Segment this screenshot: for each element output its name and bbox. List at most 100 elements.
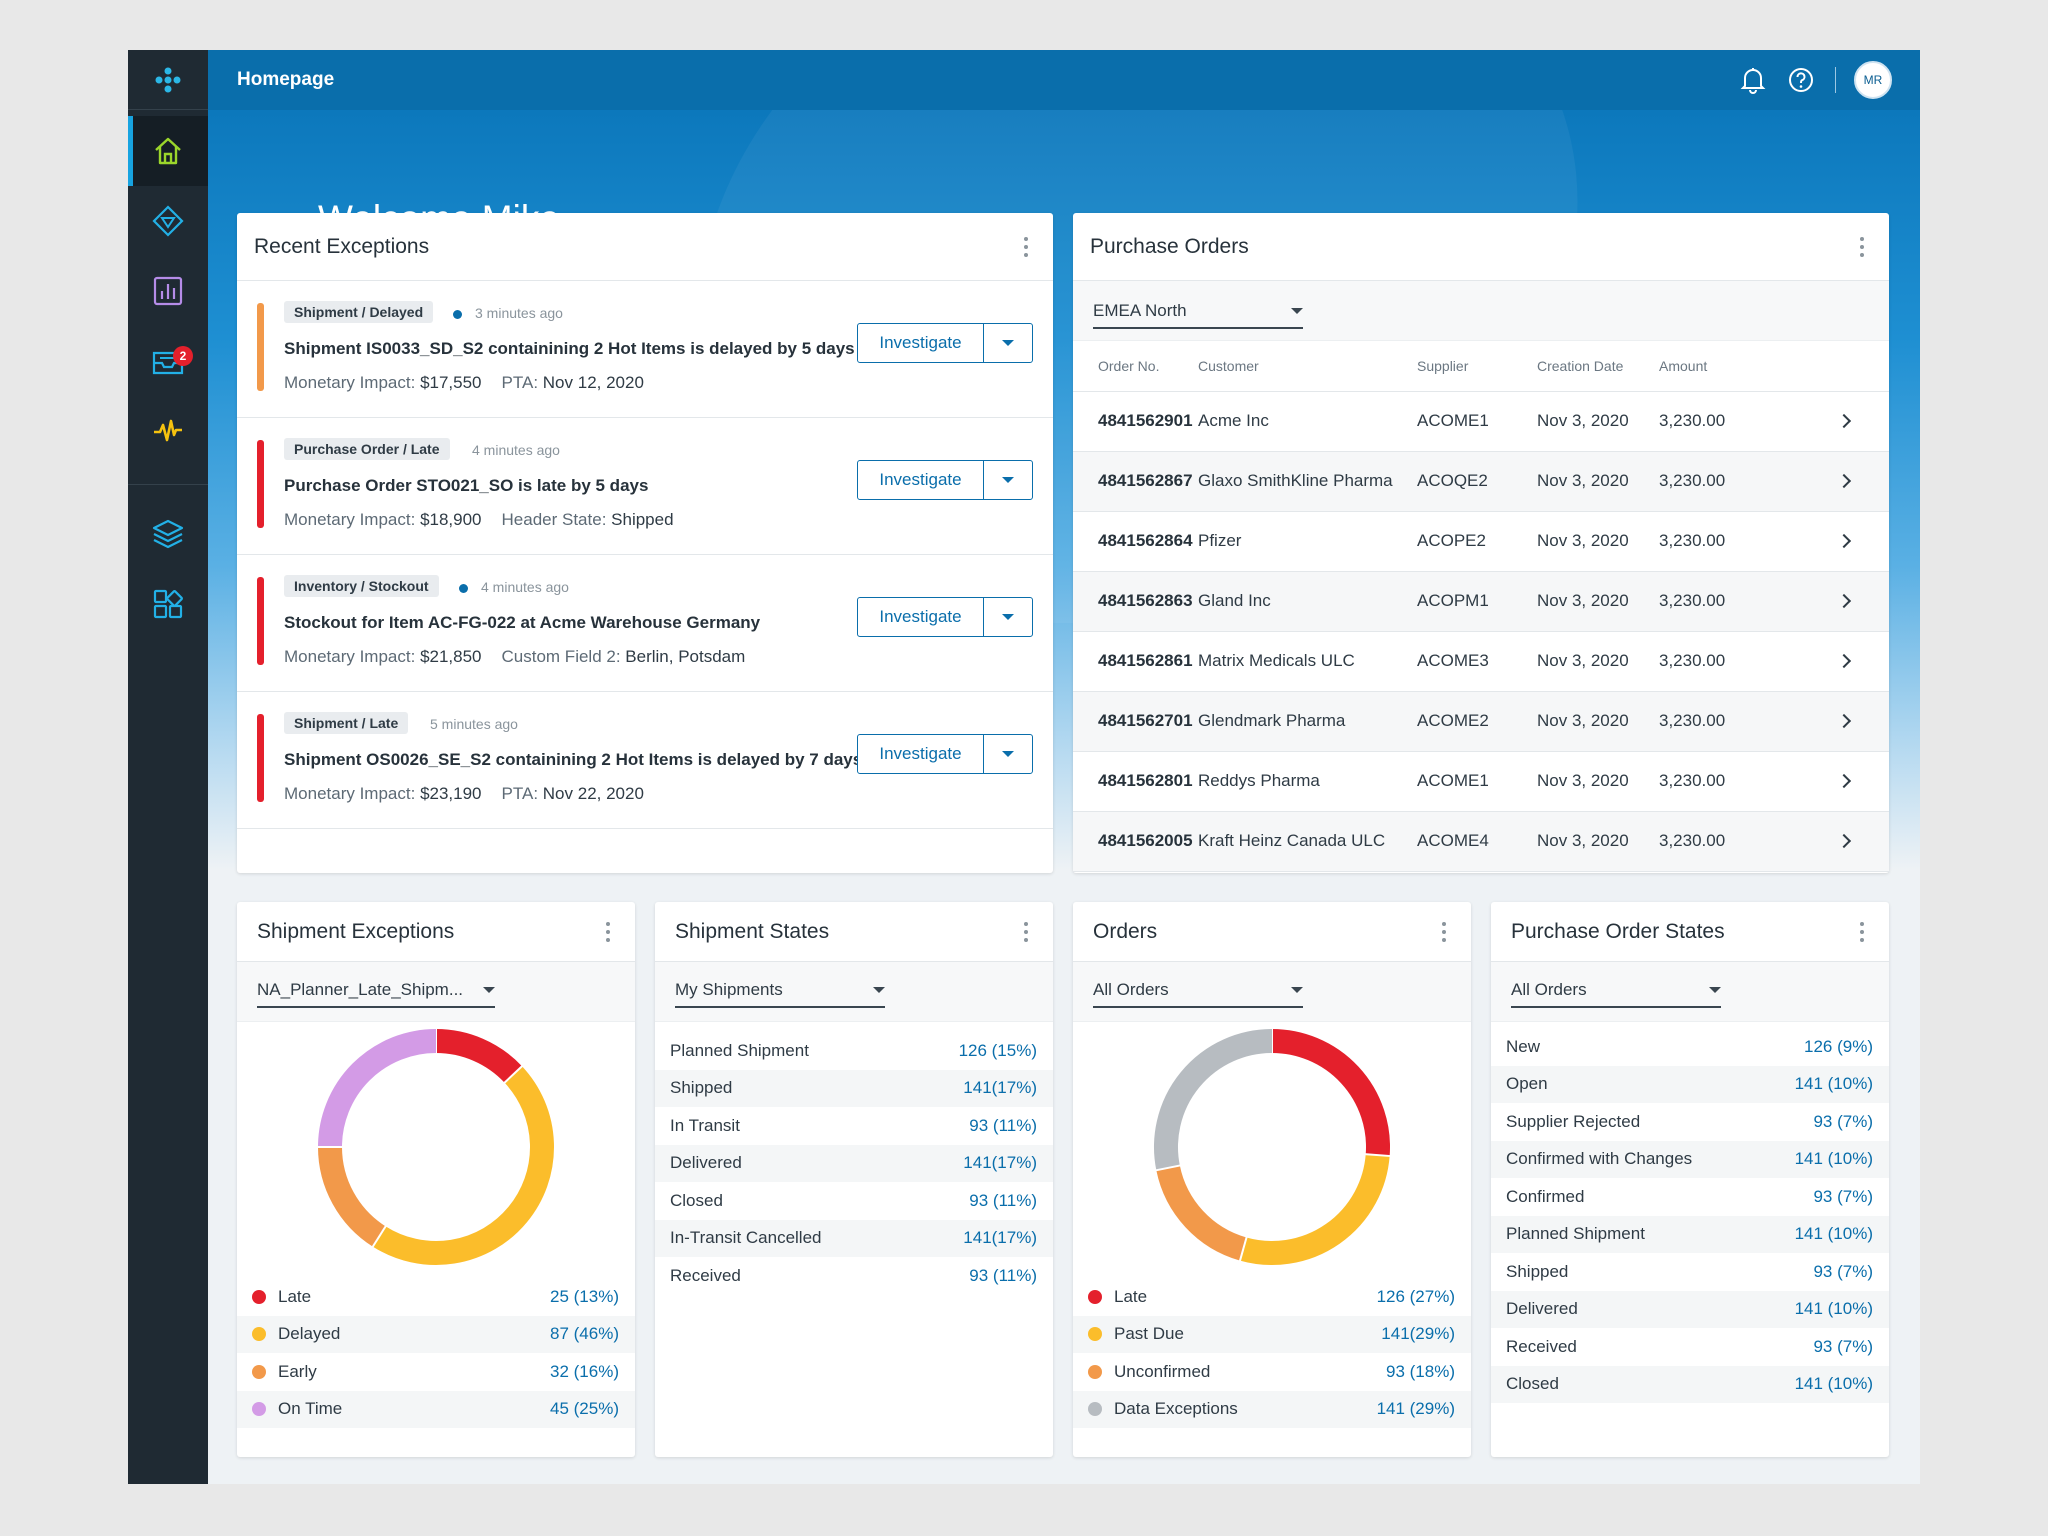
po-states-select[interactable]: All Orders: [1511, 974, 1721, 1008]
row-open-button[interactable]: [1809, 391, 1889, 452]
card-menu-button[interactable]: [1016, 918, 1036, 946]
sidebar-item-inbox[interactable]: 2: [128, 326, 208, 396]
region-select[interactable]: EMEA North: [1093, 295, 1303, 329]
donut-slice-on-time[interactable]: [318, 1029, 437, 1148]
sidebar-item-diamond[interactable]: [128, 186, 208, 256]
state-row[interactable]: Closed 141 (10%): [1491, 1365, 1889, 1403]
exception-row[interactable]: Shipment / Late 5 minutes ago Shipment OS0…: [237, 692, 1053, 829]
column-header[interactable]: Customer: [1198, 341, 1417, 392]
row-open-button[interactable]: [1809, 571, 1889, 632]
investigate-menu-button[interactable]: [984, 324, 1032, 362]
card-menu-button[interactable]: [1434, 918, 1454, 946]
row-open-button[interactable]: [1809, 511, 1889, 572]
legend-item[interactable]: Past Due 141(29%): [1073, 1315, 1471, 1353]
donut-slice-late[interactable]: [435, 1029, 523, 1083]
help-button[interactable]: [1777, 50, 1825, 110]
exception-title[interactable]: Shipment OS0026_SE_S2 containining 2 Hot…: [284, 750, 863, 769]
investigate-menu-button[interactable]: [984, 461, 1032, 499]
table-row[interactable]: 4841562901 Acme Inc ACOME1 Nov 3, 2020 3,230…: [1073, 391, 1889, 452]
sidebar-item-analytics[interactable]: [128, 256, 208, 326]
exception-title[interactable]: Purchase Order STO021_SO is late by 5 da…: [284, 476, 649, 495]
investigate-button[interactable]: Investigate: [858, 461, 984, 499]
donut-slice-unconfirmed[interactable]: [1156, 1165, 1247, 1261]
row-open-button[interactable]: [1809, 451, 1889, 512]
table-row[interactable]: 4841562861 Matrix Medicals ULC ACOME3 Nov 3…: [1073, 631, 1889, 692]
investigate-button[interactable]: Investigate: [858, 598, 984, 636]
table-row[interactable]: 4841562867 Glaxo SmithKline Pharma ACOQE2 N…: [1073, 451, 1889, 512]
state-row[interactable]: Received 93 (7%): [1491, 1328, 1889, 1366]
investigate-button[interactable]: Investigate: [858, 324, 984, 362]
state-row[interactable]: Delivered 141 (10%): [1491, 1290, 1889, 1328]
state-row[interactable]: Shipped 141(17%): [655, 1069, 1053, 1107]
row-open-button[interactable]: [1809, 631, 1889, 692]
state-row[interactable]: Supplier Rejected 93 (7%): [1491, 1103, 1889, 1141]
legend-item[interactable]: Early 32 (16%): [237, 1353, 635, 1391]
orders-select[interactable]: All Orders: [1093, 974, 1303, 1008]
app-logo[interactable]: [128, 50, 208, 110]
row-open-button[interactable]: [1809, 751, 1889, 812]
table-row[interactable]: 4841562701 Glendmark Pharma ACOME2 Nov 3, 2…: [1073, 691, 1889, 752]
donut-slice-past-due[interactable]: [1240, 1153, 1390, 1265]
state-row[interactable]: Confirmed 93 (7%): [1491, 1178, 1889, 1216]
state-label: Open: [1506, 1074, 1548, 1094]
state-row[interactable]: New 126 (9%): [1491, 1028, 1889, 1066]
legend-item[interactable]: Late 25 (13%): [237, 1278, 635, 1316]
sidebar-item-apps[interactable]: [128, 569, 208, 639]
table-cell: Kraft Heinz Canada ULC: [1198, 811, 1417, 872]
state-row[interactable]: Open 141 (10%): [1491, 1065, 1889, 1103]
legend-swatch: [252, 1289, 266, 1304]
donut-slice-late[interactable]: [1271, 1029, 1390, 1156]
exception-title[interactable]: Stockout for Item AC-FG-022 at Acme Ware…: [284, 613, 761, 632]
exception-row[interactable]: Purchase Order / Late 4 minutes ago Purcha…: [237, 418, 1053, 555]
column-header[interactable]: Creation Date: [1537, 341, 1659, 392]
card-menu-button[interactable]: [1852, 233, 1872, 261]
investigate-menu-button[interactable]: [984, 598, 1032, 636]
state-label: Shipped: [670, 1078, 733, 1098]
investigate-button[interactable]: Investigate: [858, 735, 984, 773]
donut-slice-early[interactable]: [318, 1146, 386, 1247]
state-row[interactable]: Delivered 141(17%): [655, 1144, 1053, 1182]
state-row[interactable]: Planned Shipment 126 (15%): [655, 1032, 1053, 1070]
row-open-button[interactable]: [1809, 691, 1889, 752]
state-row[interactable]: Planned Shipment 141 (10%): [1491, 1215, 1889, 1253]
investigate-menu-button[interactable]: [984, 735, 1032, 773]
table-row[interactable]: 4841562863 Gland Inc ACOPM1 Nov 3, 2020 3,23…: [1073, 571, 1889, 632]
state-row[interactable]: Received 93 (11%): [655, 1257, 1053, 1295]
state-row[interactable]: In-Transit Cancelled 141(17%): [655, 1219, 1053, 1257]
card-menu-button[interactable]: [598, 918, 618, 946]
donut-slice-delayed[interactable]: [372, 1066, 554, 1265]
exception-type-tag: Purchase Order / Late: [284, 438, 450, 460]
legend-item[interactable]: Unconfirmed 93 (18%): [1073, 1353, 1471, 1391]
donut-slice-data-exceptions[interactable]: [1154, 1029, 1273, 1171]
table-row[interactable]: 4841562864 Pfizer ACOPE2 Nov 3, 2020 3,230.0…: [1073, 511, 1889, 572]
legend-item[interactable]: Delayed 87 (46%): [237, 1315, 635, 1353]
sidebar-item-layers[interactable]: [128, 499, 208, 569]
row-open-button[interactable]: [1809, 811, 1889, 872]
notifications-button[interactable]: [1729, 50, 1777, 110]
shipment-states-select[interactable]: My Shipments: [675, 974, 885, 1008]
legend-item[interactable]: Data Exceptions 141 (29%): [1073, 1390, 1471, 1428]
exception-row[interactable]: Inventory / Stockout 4 minutes ago Stockou…: [237, 555, 1053, 692]
user-avatar[interactable]: MR: [1854, 61, 1892, 99]
donut-separator: [503, 1064, 524, 1085]
column-header[interactable]: Order No.: [1073, 341, 1198, 392]
legend-item[interactable]: Late 126 (27%): [1073, 1278, 1471, 1316]
column-header[interactable]: Amount: [1659, 341, 1809, 392]
sidebar-item-activity[interactable]: [128, 396, 208, 466]
exception-title[interactable]: Shipment IS0033_SD_S2 containining 2 Hot…: [284, 339, 855, 358]
chevron-right-icon: [1836, 533, 1852, 549]
shipment-filter-select[interactable]: NA_Planner_Late_Shipm...: [257, 974, 495, 1008]
column-header[interactable]: Supplier: [1417, 341, 1537, 392]
card-menu-button[interactable]: [1016, 233, 1036, 261]
sidebar-item-home[interactable]: [128, 116, 208, 186]
state-row[interactable]: Shipped 93 (7%): [1491, 1253, 1889, 1291]
table-row[interactable]: 4841562801 Reddys Pharma ACOME1 Nov 3, 2020…: [1073, 751, 1889, 812]
table-row[interactable]: 4841562005 Kraft Heinz Canada ULC ACOME4 No…: [1073, 811, 1889, 872]
legend-item[interactable]: On Time 45 (25%): [237, 1390, 635, 1428]
exception-row[interactable]: Shipment / Delayed 3 minutes ago Shipment …: [237, 281, 1053, 418]
state-row[interactable]: Closed 93 (11%): [655, 1182, 1053, 1220]
exception-time: 5 minutes ago: [430, 716, 518, 732]
card-menu-button[interactable]: [1852, 918, 1872, 946]
state-row[interactable]: Confirmed with Changes 141 (10%): [1491, 1140, 1889, 1178]
state-row[interactable]: In Transit 93 (11%): [655, 1107, 1053, 1145]
